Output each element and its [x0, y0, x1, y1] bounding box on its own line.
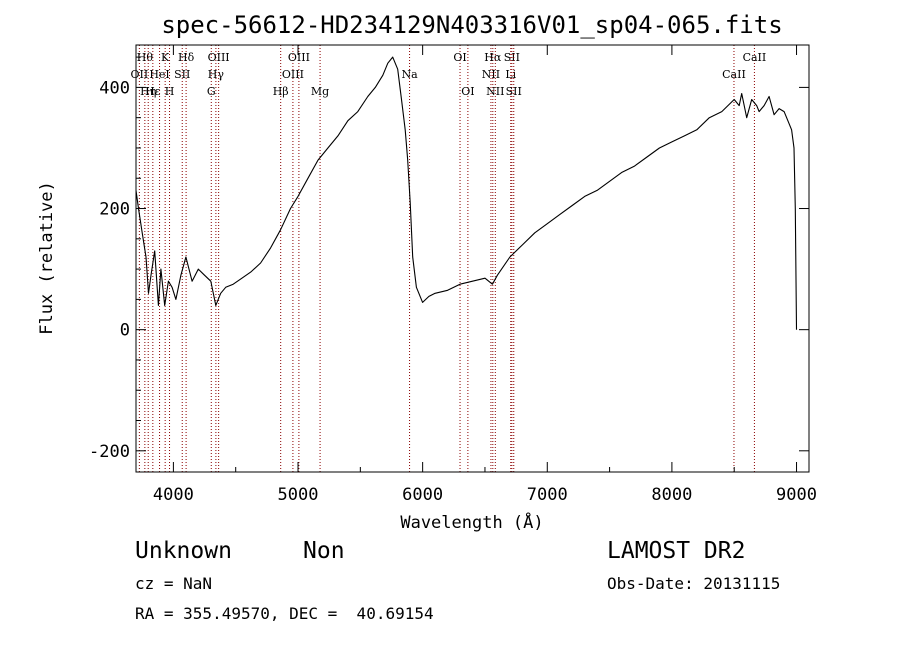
axis-ticks: 4000 5000 6000 7000 8000 9000 -200 0 200 400 — [89, 45, 817, 505]
line-marker-label-5: K — [161, 51, 170, 64]
line-marker-label-26: CaII — [743, 51, 767, 64]
y-axis-label: Flux (relative) — [37, 181, 57, 335]
spectrum-series — [135, 56, 798, 330]
line-marker-label-0: OII — [131, 68, 149, 81]
line-marker-label-21: NII — [486, 85, 504, 98]
line-marker-label-4: HeI — [149, 68, 169, 81]
chart-title: spec-56612-HD234129N403316V01_sp04-065.f… — [161, 11, 782, 39]
y-tick-label-1: 0 — [120, 321, 130, 341]
line-marker-label-11: OIII — [208, 51, 230, 64]
line-marker-label-7: SII — [174, 68, 190, 81]
line-marker-label-10: Hγ — [208, 68, 225, 81]
x-tick-label-0: 4000 — [153, 485, 194, 505]
redshift-label: cz = NaN — [135, 574, 213, 593]
line-marker-label-16: Na — [401, 68, 418, 81]
obs-date-label: Obs-Date: 20131115 — [607, 574, 781, 593]
line-marker-label-18: OI — [461, 85, 474, 98]
line-marker-label-2: Hη — [140, 85, 156, 98]
x-tick-label-2: 6000 — [402, 485, 443, 505]
line-marker-label-20: Hα — [484, 51, 502, 64]
line-marker-label-24: SII — [506, 85, 522, 98]
x-tick-label-4: 8000 — [651, 485, 692, 505]
line-marker-label-13: OIII — [282, 68, 304, 81]
line-marker-label-17: OI — [453, 51, 466, 64]
spectrum-line-0 — [135, 56, 798, 330]
x-tick-label-3: 7000 — [527, 485, 568, 505]
line-marker-label-15: Mg — [311, 85, 329, 98]
coordinates-label: RA = 355.49570, DEC = 40.69154 — [135, 604, 434, 623]
subclass-label: Non — [303, 538, 345, 564]
line-marker-label-8: Hδ — [178, 51, 195, 64]
y-tick-label-0: -200 — [89, 442, 130, 462]
plot-frame — [135, 44, 810, 473]
line-marker-label-19: NII — [482, 68, 500, 81]
y-tick-label-2: 200 — [99, 200, 130, 220]
line-marker-label-25: CaII — [722, 68, 746, 81]
survey-label: LAMOST DR2 — [607, 538, 746, 564]
class-label: Unknown — [135, 538, 232, 564]
line-marker-label-9: G — [207, 85, 216, 98]
x-tick-label-1: 5000 — [278, 485, 319, 505]
line-marker-label-1: Hθ — [137, 51, 154, 64]
x-axis-label: Wavelength (Å) — [400, 511, 543, 533]
line-marker-label-14: OIII — [288, 51, 310, 64]
y-tick-label-3: 400 — [99, 78, 130, 98]
line-marker-label-12: Hβ — [273, 85, 289, 98]
line-marker-label-6: H — [165, 85, 175, 98]
line-marker-label-3: Hε — [145, 85, 161, 98]
x-tick-label-5: 9000 — [776, 485, 817, 505]
line-marker-label-22: Li — [505, 68, 516, 81]
line-marker-label-23: SII — [504, 51, 520, 64]
